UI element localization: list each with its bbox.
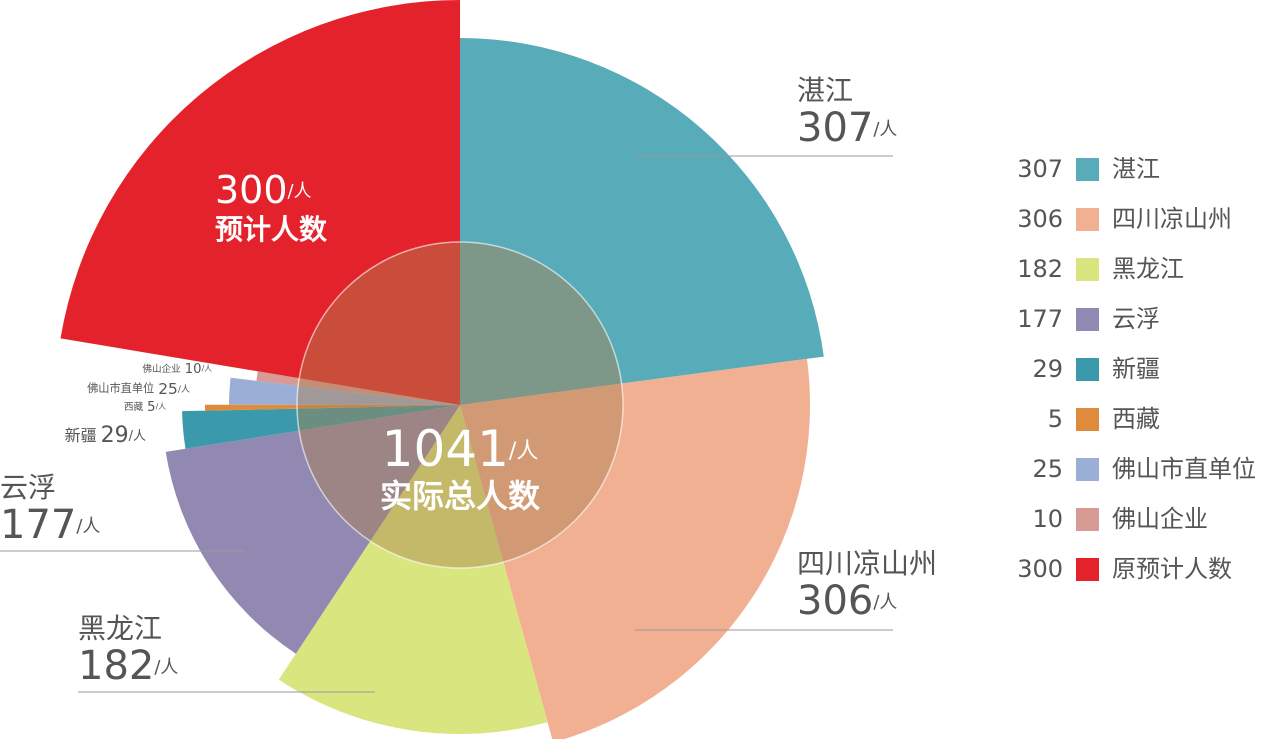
wedge xyxy=(229,377,460,405)
callout-name: 云浮 xyxy=(0,471,56,504)
total-label: 实际总人数 xyxy=(380,477,541,515)
legend-label: 云浮 xyxy=(1112,305,1160,333)
legend-value: 5 xyxy=(1048,405,1063,433)
legend-value: 25 xyxy=(1032,455,1063,483)
wedge xyxy=(256,371,460,405)
legend-swatch xyxy=(1076,458,1099,481)
legend-swatch xyxy=(1076,308,1099,331)
legend-label: 西藏 xyxy=(1112,405,1160,433)
legend-label: 佛山市直单位 xyxy=(1112,455,1256,483)
small-callout: 西藏 5/人 xyxy=(124,400,166,415)
legend-label: 新疆 xyxy=(1112,355,1160,383)
unit: /人 xyxy=(156,402,167,411)
callout-value: 307/人 xyxy=(797,105,897,151)
wedge xyxy=(460,358,810,739)
name: 佛山市直单位 xyxy=(87,381,154,395)
value: 300 xyxy=(215,168,288,212)
legend-swatch xyxy=(1076,508,1099,531)
small-callout: 新疆 29/人 xyxy=(65,423,146,448)
callout-value: 177/人 xyxy=(0,502,100,548)
callout-name: 湛江 xyxy=(797,74,853,107)
unit: /人 xyxy=(76,516,100,537)
legend-value: 306 xyxy=(1017,205,1063,233)
legend-label: 原预计人数 xyxy=(1112,555,1232,583)
value: 25 xyxy=(158,380,178,398)
value: 5 xyxy=(147,400,155,415)
legend-swatch xyxy=(1076,208,1099,231)
value: 182 xyxy=(78,643,154,689)
small-callout: 佛山市直单位 25/人 xyxy=(87,380,190,398)
highlight-value: 300/人 xyxy=(215,168,312,212)
value: 10 xyxy=(185,362,202,377)
legend-swatch xyxy=(1076,158,1099,181)
callout-name: 四川凉山州 xyxy=(797,547,937,580)
name: 佛山企业 xyxy=(142,363,181,375)
name: 新疆 xyxy=(65,426,97,445)
total-value: 1041/人 xyxy=(382,420,539,478)
center-overlay xyxy=(296,241,624,569)
unit: /人 xyxy=(288,181,312,202)
callout-name: 黑龙江 xyxy=(78,612,162,645)
legend-value: 307 xyxy=(1017,155,1063,183)
wedge xyxy=(165,405,460,654)
legend-label: 湛江 xyxy=(1112,155,1160,183)
unit: /人 xyxy=(873,119,897,140)
value: 306 xyxy=(797,578,873,624)
legend-value: 300 xyxy=(1017,555,1063,583)
highlight-label: 预计人数 xyxy=(215,213,328,246)
unit: /人 xyxy=(178,384,190,395)
wedge xyxy=(182,405,460,449)
callout-value: 182/人 xyxy=(78,643,178,689)
legend-swatch xyxy=(1076,408,1099,431)
callout-value: 306/人 xyxy=(797,578,897,624)
legend-swatch xyxy=(1076,558,1099,581)
legend-label: 四川凉山州 xyxy=(1112,205,1232,233)
wedge xyxy=(204,404,460,411)
small-callout: 佛山企业 10/人 xyxy=(142,362,212,377)
wedge xyxy=(60,0,460,405)
legend-swatch xyxy=(1076,358,1099,381)
unit: /人 xyxy=(202,364,213,373)
legend-label: 黑龙江 xyxy=(1112,255,1184,283)
unit: /人 xyxy=(509,439,538,464)
name: 西藏 xyxy=(124,401,144,413)
legend-swatch xyxy=(1076,258,1099,281)
value: 177 xyxy=(0,502,76,548)
legend-value: 182 xyxy=(1017,255,1063,283)
unit: /人 xyxy=(873,592,897,613)
legend-value: 29 xyxy=(1032,355,1063,383)
value: 29 xyxy=(101,423,129,448)
legend-value: 177 xyxy=(1017,305,1063,333)
value: 307 xyxy=(797,105,873,151)
value: 1041 xyxy=(382,420,509,478)
legend-label: 佛山企业 xyxy=(1112,505,1208,533)
unit: /人 xyxy=(154,657,178,678)
wedge xyxy=(278,405,548,734)
legend-value: 10 xyxy=(1032,505,1063,533)
unit: /人 xyxy=(129,429,146,444)
wedge xyxy=(460,38,824,405)
